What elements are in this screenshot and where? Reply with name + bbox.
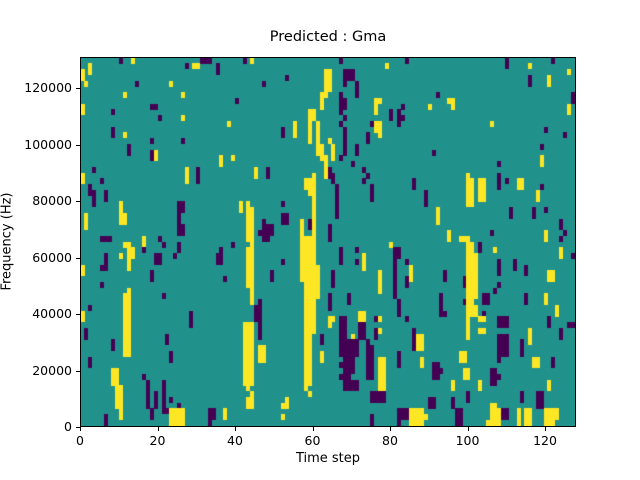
x-tick-label-5: 100	[455, 433, 480, 448]
y-tick-mark-0	[76, 427, 80, 428]
x-tick-mark-2	[235, 427, 236, 431]
y-tick-label-0: 0	[64, 419, 72, 434]
x-tick-label-2: 40	[227, 433, 243, 448]
y-tick-label-5: 100000	[24, 136, 72, 152]
y-tick-mark-1	[76, 370, 80, 372]
y-tick-mark-2	[76, 314, 80, 316]
y-tick-label-1: 20000	[32, 362, 72, 378]
heatmap-canvas	[81, 58, 575, 426]
x-axis-label: Time step	[295, 451, 361, 466]
x-tick-mark-4	[390, 427, 391, 431]
x-tick-label-4: 80	[382, 433, 398, 448]
plot-title: Predicted : Gma	[269, 29, 387, 45]
y-tick-mark-5	[76, 144, 80, 146]
y-tick-mark-3	[76, 257, 80, 259]
y-tick-label-2: 40000	[32, 306, 72, 322]
x-tick-mark-1	[157, 427, 159, 431]
x-tick-mark-6	[545, 427, 546, 431]
x-tick-mark-3	[312, 427, 314, 431]
x-tick-label-0: 0	[76, 433, 84, 448]
plot-area	[80, 57, 576, 427]
x-tick-label-1: 20	[149, 433, 166, 448]
x-tick-mark-0	[80, 427, 81, 431]
x-tick-mark-5	[467, 427, 469, 431]
y-tick-label-3: 60000	[32, 249, 72, 265]
y-tick-mark-6	[76, 88, 80, 90]
y-tick-label-4: 80000	[32, 193, 72, 209]
y-tick-mark-4	[76, 201, 80, 203]
y-tick-label-6: 120000	[24, 80, 72, 96]
x-tick-label-3: 60	[304, 433, 321, 448]
x-tick-label-6: 120	[533, 433, 557, 448]
